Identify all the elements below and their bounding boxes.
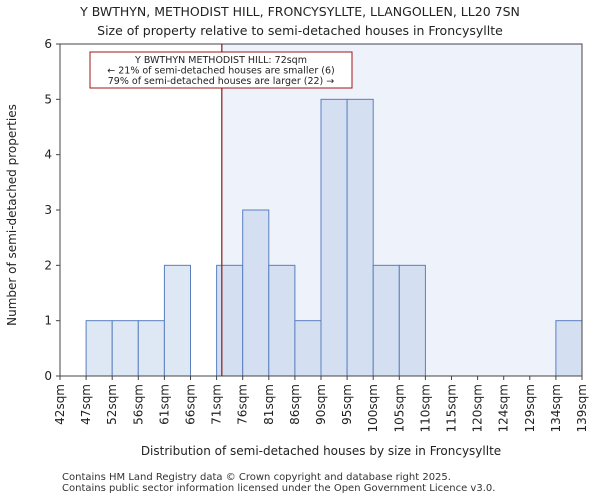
annotation-line-2: ← 21% of semi-detached houses are smalle… xyxy=(107,66,335,77)
histogram-bar xyxy=(320,98,348,377)
x-tick-label: 134sqm xyxy=(549,384,563,432)
x-tick-label: 81sqm xyxy=(262,384,276,425)
y-tick-label: 0 xyxy=(44,369,52,383)
x-axis-label: Distribution of semi-detached houses by … xyxy=(140,444,502,458)
x-tick-label: 76sqm xyxy=(236,384,250,425)
x-tick-label: 100sqm xyxy=(366,384,380,432)
histogram-bar xyxy=(294,320,322,377)
y-axis-label: Number of semi-detached properties xyxy=(5,104,19,326)
histogram-bar xyxy=(555,320,583,377)
histogram-bar xyxy=(268,264,296,377)
histogram-bar xyxy=(137,320,165,377)
histogram-bar xyxy=(85,320,113,377)
x-tick-label: 105sqm xyxy=(392,384,406,432)
footer: Contains HM Land Registry data © Crown c… xyxy=(62,472,495,494)
x-tick-label: 86sqm xyxy=(288,384,302,425)
chart-subtitle: Size of property relative to semi-detach… xyxy=(97,23,503,38)
x-tick-label: 71sqm xyxy=(210,384,224,425)
x-tick-label: 52sqm xyxy=(105,384,119,425)
x-tick-label: 90sqm xyxy=(314,384,328,425)
x-tick-label: 56sqm xyxy=(131,384,145,425)
annotation-line-1: Y BWTHYN METHODIST HILL: 72sqm xyxy=(134,55,307,66)
annotation-box xyxy=(89,51,353,89)
histogram-bar xyxy=(372,264,400,377)
y-tick-label: 5 xyxy=(44,92,52,106)
x-tick-label: 139sqm xyxy=(575,384,589,432)
y-tick-label: 1 xyxy=(44,314,52,328)
annotation-line-3: 79% of semi-detached houses are larger (… xyxy=(108,76,335,87)
histogram-bar xyxy=(398,264,426,377)
histogram-bar xyxy=(242,209,270,377)
x-tick-label: 120sqm xyxy=(471,384,485,432)
y-tick-label: 2 xyxy=(44,258,52,272)
histogram-bar xyxy=(346,98,374,377)
histogram-bar xyxy=(163,264,191,377)
histogram-bar xyxy=(216,264,244,377)
y-tick-label: 4 xyxy=(44,148,52,162)
x-tick-label: 61sqm xyxy=(157,384,171,425)
footer-line-2: Contains public sector information licen… xyxy=(62,483,496,494)
x-tick-label: 42sqm xyxy=(53,384,67,425)
x-tick-label: 95sqm xyxy=(340,384,354,425)
y-tick-label: 3 xyxy=(44,203,52,217)
x-tick-label: 110sqm xyxy=(418,384,432,432)
footer-line-1: Contains HM Land Registry data © Crown c… xyxy=(62,472,451,483)
x-tick-label: 47sqm xyxy=(79,384,93,425)
x-tick-label: 124sqm xyxy=(497,384,511,432)
x-tick-label: 66sqm xyxy=(184,384,198,425)
histogram-bar xyxy=(111,320,139,377)
y-tick-label: 6 xyxy=(44,37,52,51)
chart-title: Y BWTHYN, METHODIST HILL, FRONCYSYLLTE, … xyxy=(80,4,520,19)
x-tick-label: 129sqm xyxy=(523,384,537,432)
x-tick-label: 115sqm xyxy=(445,384,459,432)
chart-title-block: Y BWTHYN, METHODIST HILL, FRONCYSYLLTE, … xyxy=(0,2,600,40)
